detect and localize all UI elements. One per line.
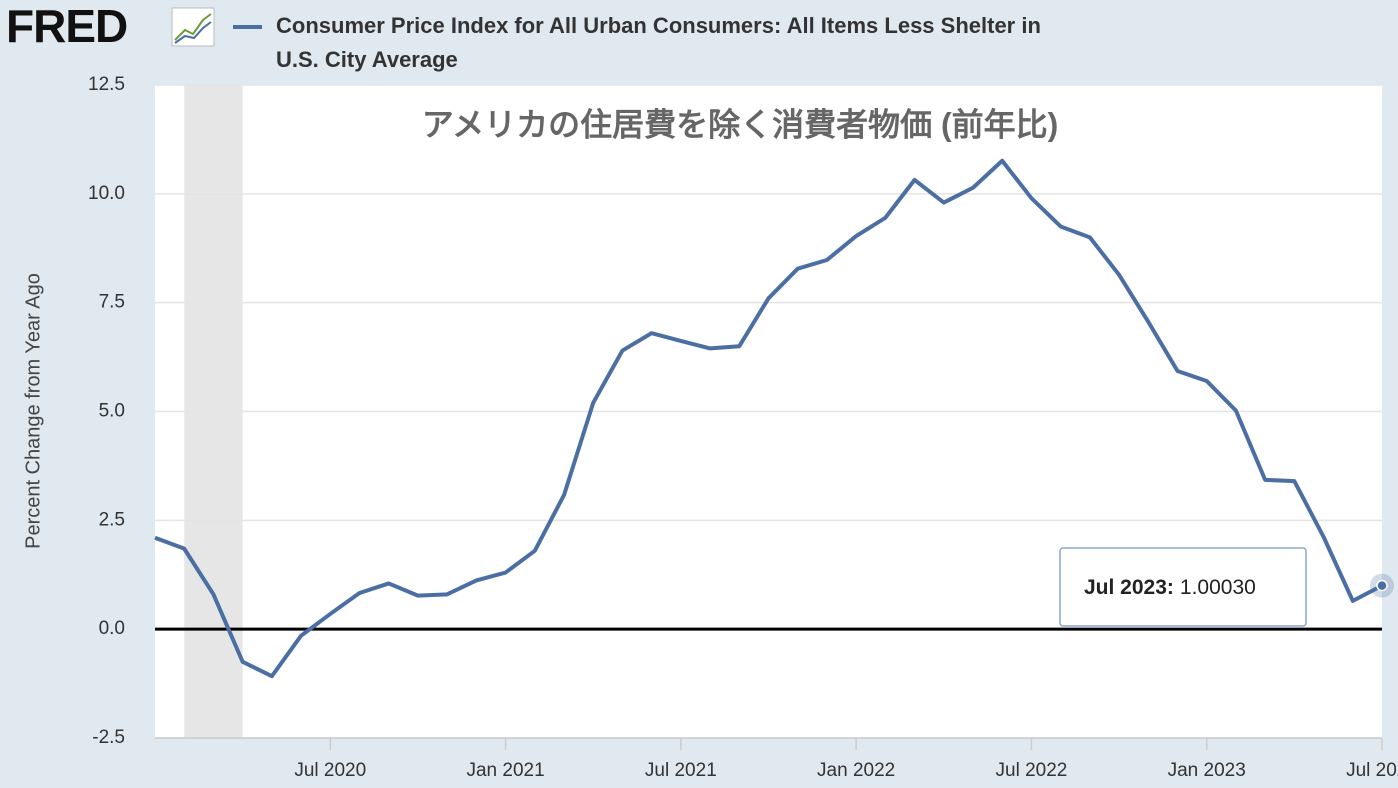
chart-title: Consumer Price Index for All Urban Consu… bbox=[276, 13, 1041, 72]
x-tick-label: Jul 2021 bbox=[645, 760, 717, 781]
y-tick-label: 12.5 bbox=[88, 74, 125, 95]
y-tick-label: 10.0 bbox=[88, 183, 125, 204]
x-tick-label: Jan 2023 bbox=[1168, 760, 1246, 781]
tooltip-text: Jul 2023: 1.00030 bbox=[1084, 576, 1256, 599]
tooltip-date: Jul 2023: bbox=[1084, 576, 1174, 599]
y-tick-label: -2.5 bbox=[92, 727, 125, 748]
y-tick-label: 0.0 bbox=[99, 618, 125, 639]
tooltip-value: 1.00030 bbox=[1180, 576, 1256, 599]
x-tick-label: Jan 2022 bbox=[817, 760, 895, 781]
x-tick-label: Jul 2020 bbox=[294, 760, 366, 781]
tooltip-box bbox=[1059, 547, 1307, 627]
y-axis-label: Percent Change from Year Ago bbox=[22, 273, 44, 549]
y-tick-label: 5.0 bbox=[99, 401, 125, 422]
logo: FRED bbox=[6, 0, 127, 52]
data-line bbox=[154, 158, 1383, 679]
x-tick-label: Jul 2022 bbox=[996, 760, 1068, 781]
hover-point bbox=[1376, 579, 1388, 592]
tooltip: Jul 2023: 1.00030 bbox=[1059, 547, 1307, 627]
x-tick-label: Jul 2023 bbox=[1346, 760, 1398, 781]
annotation: アメリカの住居費を除く消費者物価 (前年比) bbox=[422, 106, 1059, 142]
logo-icon bbox=[171, 7, 215, 47]
y-tick-label: 2.5 bbox=[99, 509, 125, 530]
x-tick-label: Jan 2021 bbox=[466, 760, 544, 781]
y-tick-label: 7.5 bbox=[99, 292, 125, 313]
